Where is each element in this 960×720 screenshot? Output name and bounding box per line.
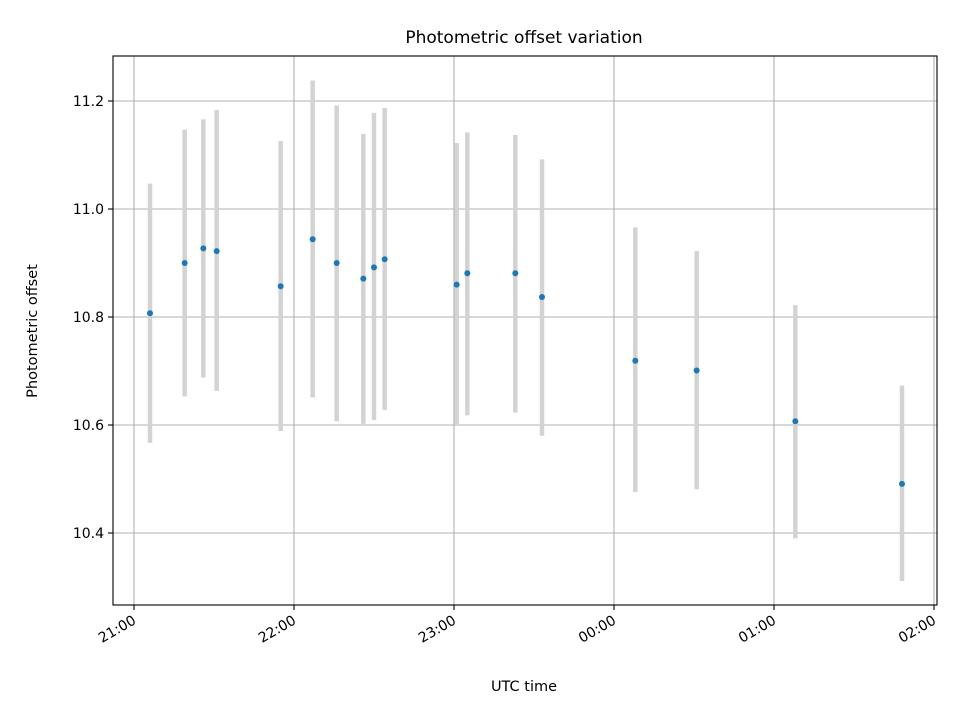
y-tick-label: 10.4: [73, 526, 104, 542]
y-tick-label: 10.8: [73, 310, 104, 326]
y-tick-label: 11.2: [73, 94, 104, 110]
x-axis-label: UTC time: [491, 679, 557, 695]
data-point: [213, 248, 220, 255]
x-tick-label: 01:00: [736, 613, 779, 647]
x-tick-label: 21:00: [96, 613, 139, 647]
y-axis-label: Photometric offset: [25, 264, 41, 398]
data-point: [632, 357, 639, 364]
data-point: [453, 281, 460, 288]
x-tick-label: 00:00: [576, 613, 619, 647]
y-axis-ticks: 10.4 10.6 10.8 11.0 11.2: [73, 94, 113, 542]
x-tick-label: 23:00: [416, 613, 459, 647]
data-point: [512, 270, 519, 277]
y-tick-label: 10.6: [73, 418, 104, 434]
data-point: [360, 275, 367, 282]
data-point: [693, 367, 700, 374]
data-point: [371, 264, 377, 271]
error-bars: [147, 80, 905, 582]
chart-title: Photometric offset variation: [405, 28, 642, 48]
data-points: [147, 236, 905, 487]
grid-lines: [113, 56, 937, 605]
data-point: [464, 270, 471, 277]
data-point: [792, 418, 799, 425]
x-axis-ticks: 21:00 22:00 23:00 00:00 01:00 02:00: [96, 605, 939, 647]
data-point: [181, 260, 188, 266]
data-point: [200, 245, 207, 252]
data-point: [539, 294, 545, 301]
x-tick-label: 22:00: [256, 613, 299, 647]
data-point: [333, 260, 340, 266]
plot-frame: [112, 55, 938, 606]
x-tick-label: 02:00: [896, 613, 939, 647]
data-point: [899, 480, 905, 487]
data-point: [309, 236, 316, 243]
data-point: [381, 256, 388, 263]
data-point: [147, 310, 153, 317]
y-tick-label: 11.0: [73, 202, 104, 218]
data-point: [277, 283, 284, 290]
